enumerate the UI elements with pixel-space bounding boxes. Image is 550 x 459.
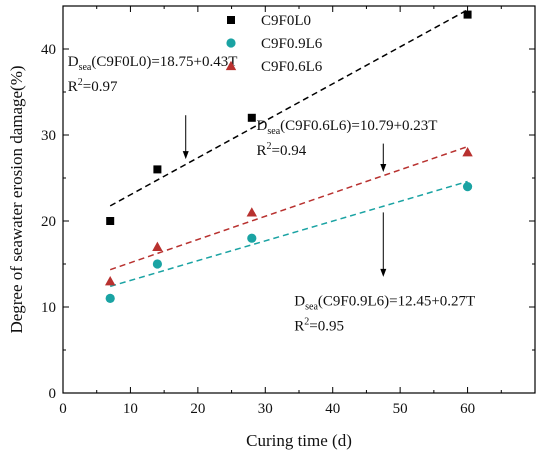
arrow-head-a0 <box>182 151 189 160</box>
data-point-0-1 <box>153 165 162 174</box>
r-squared-a0: R2=0.97 <box>68 77 118 95</box>
equation-a0: Dsea(C9F0L0)=18.75+0.43T <box>68 54 238 73</box>
y-tick-label: 30 <box>41 128 56 144</box>
fit-line-0 <box>109 9 468 207</box>
annotations: Dsea(C9F0L0)=18.75+0.43T R2=0.97 Dsea(C9F0… <box>68 54 476 334</box>
fit-lines <box>109 9 468 288</box>
x-tick-label: 10 <box>123 401 138 417</box>
r-squared-a1: R2=0.94 <box>257 141 307 159</box>
data-point-2-0 <box>105 276 116 286</box>
legend-label-0: C9F0L0 <box>261 13 311 29</box>
legend: C9F0L0 C9F0.9L6 C9F0.6L6 <box>225 13 323 75</box>
x-tick-label: 50 <box>393 401 408 417</box>
data-point-0-0 <box>106 217 115 225</box>
data-point-1-1 <box>152 259 162 269</box>
legend-marker-2 <box>225 60 237 71</box>
fit-line-2 <box>109 145 468 271</box>
arrow-head-a2 <box>380 268 387 277</box>
y-tick-label: 20 <box>41 214 56 230</box>
x-tick-label: 60 <box>460 401 475 417</box>
data-point-1-2 <box>247 233 257 243</box>
y-tick-label: 40 <box>41 42 56 58</box>
data-point-2-3 <box>462 147 473 157</box>
x-tick-label: 0 <box>59 401 67 417</box>
legend-marker-1 <box>226 38 236 48</box>
legend-label-1: C9F0.9L6 <box>261 36 323 52</box>
x-tick-label: 40 <box>325 401 340 417</box>
data-point-1-3 <box>462 182 473 192</box>
y-tick-label: 10 <box>41 300 56 316</box>
data-point-2-1 <box>152 241 163 251</box>
data-point-2-2 <box>246 207 257 217</box>
x-axis-title: Curing time (d) <box>246 431 352 450</box>
equation-a1: Dsea(C9F0.6L6)=10.79+0.23T <box>257 118 438 137</box>
y-axis-title: Degree of seawater erosion damage(%) <box>7 65 26 333</box>
r-squared-a2: R2=0.95 <box>294 316 344 334</box>
legend-marker-0 <box>227 16 235 24</box>
axis-ticks: 0 10 20 30 40 50 60 0 10 20 30 40 <box>41 6 535 417</box>
equation-a2: Dsea(C9F0.9L6)=12.45+0.27T <box>294 293 475 312</box>
legend-label-2: C9F0.6L6 <box>261 59 323 75</box>
data-point-1-0 <box>105 293 115 303</box>
arrow-head-a1 <box>380 163 387 172</box>
fit-line-1 <box>109 180 468 288</box>
data-points <box>105 10 473 303</box>
x-tick-label: 20 <box>190 401 205 417</box>
x-tick-label: 30 <box>258 401 273 417</box>
data-point-0-2 <box>247 113 256 122</box>
y-tick-label: 0 <box>49 386 57 402</box>
data-point-0-3 <box>463 10 472 19</box>
